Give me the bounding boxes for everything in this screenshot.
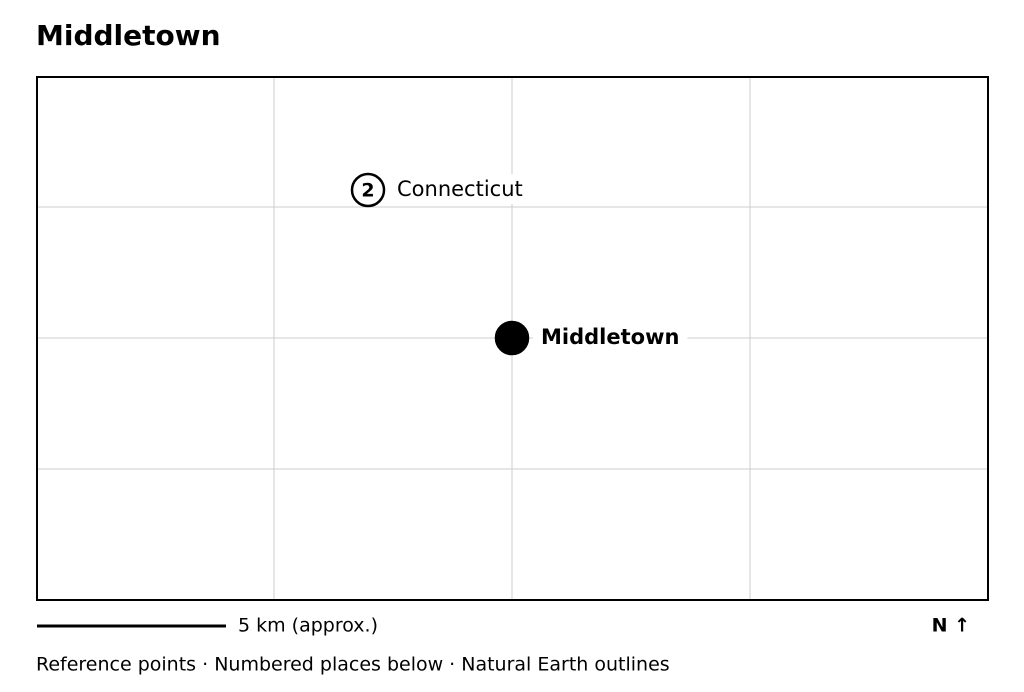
label-background [389,174,531,204]
marker-number: 2 [361,180,374,202]
place-marker: Middletown 1 [494,320,688,356]
marker-circle [494,320,530,356]
place-label: Connecticut [397,177,523,201]
map-title: Middletown [36,19,221,52]
north-arrow: N ↑ [932,615,970,637]
footer-note: Reference points · Numbered places below… [36,654,670,676]
place-label: Middletown [541,325,679,349]
scale-label: 5 km (approx.) [238,615,378,637]
map-frame [36,76,989,601]
marker-circle [350,172,386,208]
label-background [533,322,688,352]
markers: Middletown 1 Connecticut 2 [350,172,688,356]
place-marker: Connecticut 2 [350,172,531,208]
marker-number: 1 [505,328,518,350]
